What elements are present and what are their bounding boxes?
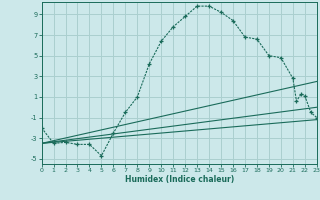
X-axis label: Humidex (Indice chaleur): Humidex (Indice chaleur): [124, 175, 234, 184]
